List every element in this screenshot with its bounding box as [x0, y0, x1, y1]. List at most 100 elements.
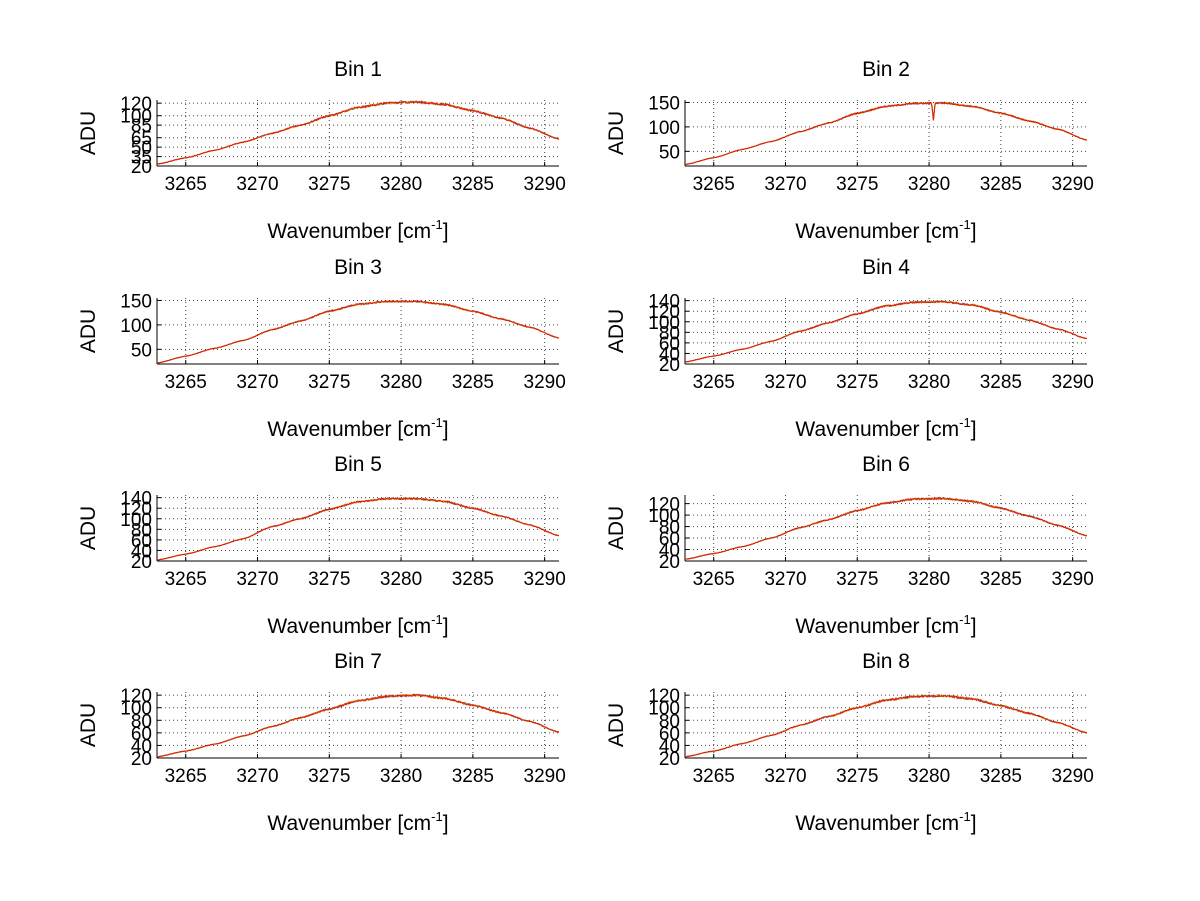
x-axis-label-end: ]	[971, 812, 977, 835]
x-axis-label-superscript: -1	[959, 612, 971, 627]
y-tick-label: 100	[120, 316, 152, 337]
x-tick-label: 3275	[308, 766, 350, 787]
x-axis-label-end: ]	[443, 615, 449, 638]
spectrum-trace-tertiary	[685, 101, 1087, 166]
x-axis-label-superscript: -1	[431, 217, 443, 232]
spectrum-trace-primary	[157, 299, 559, 364]
x-tick-label: 3265	[693, 569, 735, 590]
y-tick-label: 65	[131, 129, 152, 150]
y-tick-label: 40	[131, 541, 152, 562]
x-tick-label: 3270	[764, 174, 806, 195]
y-tick-label: 100	[648, 699, 680, 720]
spectrum-trace-tertiary	[157, 693, 559, 758]
x-tick-label: 3265	[165, 372, 207, 393]
subplot-4: Bin 4 3265 3270 3275 3280 3285 3290 20406080100…	[605, 256, 1094, 441]
x-axis-label-main: Wavenumber [cm	[267, 615, 431, 638]
y-tick-label: 40	[131, 736, 152, 757]
spectrum-trace-secondary	[157, 299, 559, 364]
x-tick-label: 3275	[308, 174, 350, 195]
x-tick-label: 3270	[764, 766, 806, 787]
y-tick-label: 80	[131, 520, 152, 541]
x-axis-label-superscript: -1	[431, 612, 443, 627]
y-tick-label: 80	[131, 711, 152, 732]
x-axis-label-main: Wavenumber [cm	[267, 812, 431, 835]
x-tick-label: 3270	[236, 372, 278, 393]
x-axis-label: Wavenumber [cm-1]	[267, 415, 448, 441]
y-tick-label: 100	[120, 699, 152, 720]
x-tick-label: 3275	[836, 372, 878, 393]
spectrum-trace-primary	[157, 496, 559, 561]
y-axis-label: ADU	[605, 506, 628, 550]
x-axis-label-main: Wavenumber [cm	[795, 812, 959, 835]
y-tick-label: 100	[648, 118, 680, 139]
x-tick-label: 3275	[308, 569, 350, 590]
x-axis-label-end: ]	[443, 418, 449, 441]
y-tick-label: 120	[648, 495, 680, 516]
x-tick-label: 3265	[165, 174, 207, 195]
y-tick-label: 20	[131, 749, 152, 770]
subplot-title: Bin 4	[862, 256, 910, 279]
subplot-6: Bin 6 3265 3270 3275 3280 3285 3290 20406080100…	[605, 453, 1094, 638]
x-tick-label: 3285	[452, 766, 494, 787]
y-axis-label: ADU	[605, 703, 628, 747]
spectrum-trace-primary	[685, 693, 1087, 758]
x-tick-label: 3275	[308, 372, 350, 393]
x-tick-label: 3280	[908, 174, 950, 195]
x-tick-label: 3270	[764, 372, 806, 393]
x-axis-label-end: ]	[443, 812, 449, 835]
subplot-title: Bin 2	[862, 58, 910, 81]
y-tick-label: 40	[659, 344, 680, 365]
x-tick-label: 3265	[165, 766, 207, 787]
x-tick-label: 3280	[908, 569, 950, 590]
x-tick-label: 3290	[1052, 766, 1094, 787]
x-tick-label: 3285	[452, 372, 494, 393]
x-axis-label-main: Wavenumber [cm	[267, 418, 431, 441]
y-tick-label: 120	[648, 302, 680, 323]
x-axis-label-main: Wavenumber [cm	[795, 220, 959, 243]
x-tick-label: 3275	[836, 569, 878, 590]
x-tick-label: 3275	[836, 174, 878, 195]
y-tick-label: 20	[131, 552, 152, 573]
x-tick-label: 3285	[452, 174, 494, 195]
y-tick-label: 80	[659, 518, 680, 539]
y-tick-label: 20	[131, 157, 152, 178]
spectrum-trace-secondary	[157, 693, 559, 758]
y-tick-label: 120	[120, 686, 152, 707]
x-tick-label: 3270	[764, 569, 806, 590]
spectrum-trace-tertiary	[685, 496, 1087, 560]
spectrum-trace-primary	[685, 101, 1087, 166]
x-axis-label: Wavenumber [cm-1]	[267, 612, 448, 638]
x-axis-label-superscript: -1	[431, 415, 443, 430]
subplot-5: Bin 5 3265 3270 3275 3280 3285 3290 20406080100…	[77, 453, 566, 638]
y-axis-label: ADU	[77, 309, 100, 353]
subplot-title: Bin 3	[334, 256, 382, 279]
spectrum-trace-tertiary	[685, 299, 1087, 363]
y-tick-label: 120	[648, 686, 680, 707]
spectrum-trace-tertiary	[685, 694, 1087, 758]
x-axis-label-superscript: -1	[959, 809, 971, 824]
x-axis-label-end: ]	[971, 418, 977, 441]
x-axis-label-main: Wavenumber [cm	[795, 615, 959, 638]
x-tick-label: 3290	[1052, 569, 1094, 590]
x-tick-label: 3290	[1052, 372, 1094, 393]
y-tick-label: 85	[131, 116, 152, 137]
x-tick-label: 3290	[1052, 174, 1094, 195]
spectrum-trace-primary	[157, 693, 559, 758]
x-tick-label: 3290	[524, 174, 566, 195]
x-axis-label: Wavenumber [cm-1]	[795, 217, 976, 243]
spectrum-trace-secondary	[685, 300, 1087, 363]
x-tick-label: 3265	[693, 372, 735, 393]
subplot-8: Bin 8 3265 3270 3275 3280 3285 3290 20406080100…	[605, 650, 1094, 835]
x-tick-label: 3280	[380, 174, 422, 195]
y-tick-label: 150	[120, 291, 152, 312]
x-axis-label-end: ]	[971, 615, 977, 638]
subplot-title: Bin 5	[334, 453, 382, 476]
x-tick-label: 3270	[236, 174, 278, 195]
x-tick-label: 3280	[380, 569, 422, 590]
y-tick-label: 40	[659, 541, 680, 562]
subplot-3: Bin 3 3265 3270 3275 3280 3285 3290 50 100 150 ADU…	[77, 256, 566, 441]
y-tick-label: 60	[131, 724, 152, 745]
y-tick-label: 150	[648, 93, 680, 114]
x-tick-label: 3290	[524, 766, 566, 787]
x-tick-label: 3275	[836, 766, 878, 787]
